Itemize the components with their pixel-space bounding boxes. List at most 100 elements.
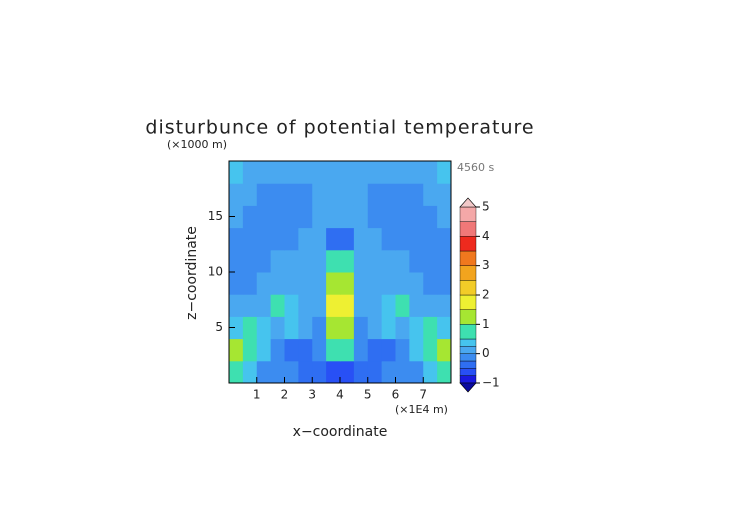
contour-cell — [353, 272, 369, 295]
contour-cell — [326, 294, 341, 317]
contour-cell — [437, 272, 452, 295]
contour-cell — [423, 161, 438, 184]
colorbar-tick-label: 0 — [482, 346, 490, 360]
y-tick-label: 15 — [208, 209, 223, 223]
contour-cell — [395, 161, 410, 184]
contour-cell — [381, 316, 396, 340]
colorbar-tick-label: 2 — [482, 288, 490, 302]
contour-cell — [423, 227, 438, 251]
contour-cell — [326, 227, 341, 251]
colorbar-band — [459, 346, 477, 354]
contour-cell — [353, 249, 369, 273]
contour-cell — [367, 227, 383, 251]
contour-cell — [326, 205, 341, 229]
contour-cell — [298, 161, 313, 184]
contour-cell — [353, 227, 369, 251]
colorbar-band — [459, 221, 477, 237]
contour-cell — [381, 294, 396, 317]
contour-cell — [270, 272, 285, 295]
contour-cell — [312, 183, 327, 206]
contour-cell — [340, 183, 355, 206]
contour-cell — [256, 272, 272, 295]
contour-cell — [312, 161, 327, 184]
contour-cell — [353, 294, 369, 317]
contour-cell — [256, 227, 272, 251]
contour-cell — [242, 294, 258, 317]
contour-cell — [284, 316, 299, 340]
contour-cell — [409, 316, 424, 340]
time-label: 4560 s — [457, 161, 494, 174]
contour-cell — [381, 205, 396, 229]
contour-cell — [242, 249, 258, 273]
contour-cell — [437, 183, 452, 206]
contour-cell — [312, 316, 327, 340]
contour-cell — [395, 294, 410, 317]
contour-cell — [381, 183, 396, 206]
contour-cell — [423, 360, 438, 384]
contour-cell — [312, 294, 327, 317]
contour-cell — [423, 249, 438, 273]
contour-cell — [256, 249, 272, 273]
contour-cell — [298, 227, 313, 251]
contour-cell — [409, 272, 424, 295]
contour-cell — [409, 249, 424, 273]
contour-cell — [242, 227, 258, 251]
contour-cell — [381, 338, 396, 362]
contour-cell — [326, 249, 341, 273]
contour-cell — [395, 205, 410, 229]
contour-cell — [340, 316, 355, 340]
contour-cell — [381, 360, 396, 384]
contour-cell — [284, 227, 299, 251]
contour-cell — [437, 161, 452, 184]
contour-cell — [312, 272, 327, 295]
contour-cell — [395, 360, 410, 384]
x-tick-label: 2 — [281, 388, 289, 402]
colorbar-band — [459, 280, 477, 296]
x-tick-label: 6 — [392, 388, 400, 402]
contour-cell — [423, 205, 438, 229]
x-axis-label: x−coordinate — [293, 424, 388, 440]
contour-cell — [256, 294, 272, 317]
contour-cell — [326, 360, 341, 384]
contour-cell — [298, 205, 313, 229]
contour-cell — [381, 272, 396, 295]
contour-cell — [242, 338, 258, 362]
colorbar-tick-label: 1 — [482, 317, 490, 331]
contour-cell — [367, 316, 383, 340]
contour-cell — [381, 161, 396, 184]
contour-cell — [326, 316, 341, 340]
contour-cell — [340, 338, 355, 362]
contour-cell — [409, 227, 424, 251]
colorbar-tick-label: −1 — [482, 376, 500, 390]
y-unit: (×1000 m) — [167, 138, 227, 151]
contour-cell — [409, 183, 424, 206]
contour-cell — [284, 338, 299, 362]
contour-cell — [229, 360, 244, 384]
contour-cell — [340, 272, 355, 295]
contour-cell — [242, 316, 258, 340]
colorbar-band — [459, 375, 477, 384]
contour-cell — [340, 294, 355, 317]
colorbar-band — [459, 250, 477, 266]
contour-cell — [423, 183, 438, 206]
contour-cell — [312, 205, 327, 229]
contour-cell — [229, 272, 244, 295]
colorbar-band — [459, 309, 477, 325]
contour-cell — [270, 294, 285, 317]
contour-cell — [353, 338, 369, 362]
y-tick-label: 5 — [215, 320, 223, 334]
contour-cell — [395, 338, 410, 362]
colorbar-extend-low — [459, 382, 477, 393]
contour-cell — [284, 249, 299, 273]
contour-cell — [326, 161, 341, 184]
contour-cell — [298, 338, 313, 362]
contour-cell — [242, 272, 258, 295]
contour-cell — [437, 360, 452, 384]
contour-cell — [284, 294, 299, 317]
contour-cell — [256, 205, 272, 229]
contour-cell — [353, 161, 369, 184]
contour-cell — [409, 161, 424, 184]
contour-cell — [395, 227, 410, 251]
contour-cell — [395, 183, 410, 206]
